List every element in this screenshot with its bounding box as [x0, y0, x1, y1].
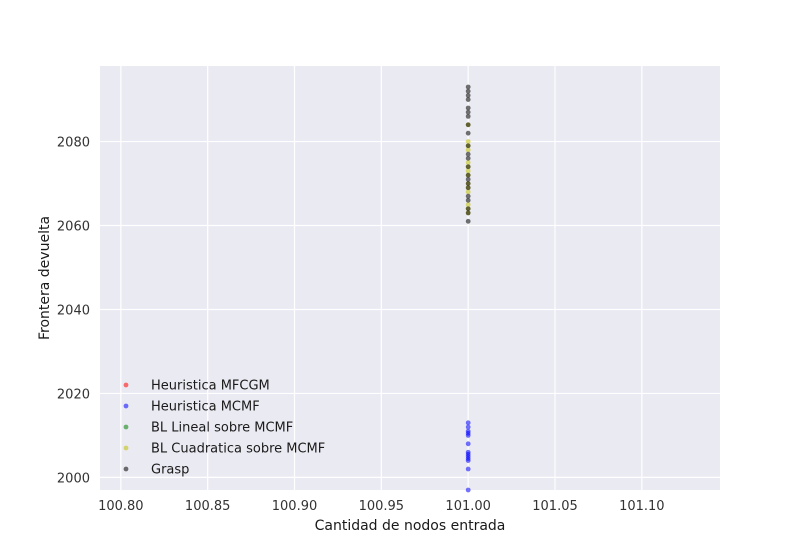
data-point-series-3 [465, 168, 471, 174]
legend-label: Grasp [151, 463, 189, 478]
data-point-series-4 [465, 92, 471, 98]
data-point-series-4 [465, 185, 471, 191]
data-point-series-3 [465, 189, 471, 195]
data-point-series-4 [465, 105, 471, 111]
x-tick-label: 100.95 [359, 499, 405, 514]
x-tick-label: 100.80 [98, 499, 144, 514]
data-point-series-4 [465, 143, 471, 149]
data-point-series-4 [465, 176, 471, 182]
data-point-series-1 [465, 458, 471, 464]
y-tick-label: 2040 [57, 303, 90, 318]
data-point-series-4 [465, 109, 471, 115]
data-point-series-3 [465, 202, 471, 207]
x-tick-labels: 100.80 100.85 100.90 100.95 101.00 101.05 101.… [98, 499, 665, 514]
legend-marker [123, 466, 129, 472]
legend-label: BL Cuadratica sobre MCMF [151, 442, 325, 457]
data-point-series-4 [465, 155, 471, 161]
data-point-series-4 [465, 88, 471, 94]
y-tick-label: 2000 [57, 471, 90, 486]
data-point-series-4 [465, 172, 471, 178]
legend-label: Heuristica MFCGM [151, 379, 270, 394]
data-point-series-3 [465, 139, 471, 144]
data-point-series-4 [465, 218, 471, 224]
points-layer [465, 84, 471, 493]
legend: Heuristica MFCGM Heuristica MCMF BL Lineal… [123, 379, 325, 478]
x-tick-label: 100.90 [272, 499, 318, 514]
data-point-series-4 [465, 122, 471, 128]
data-point-series-1 [465, 487, 471, 493]
legend-marker [123, 424, 129, 430]
legend-marker [123, 382, 129, 388]
y-tick-labels: 2000 2020 2040 2060 2080 [57, 136, 90, 487]
legend-marker [123, 445, 129, 451]
data-point-series-3 [465, 160, 471, 165]
data-point-series-4 [465, 84, 471, 90]
data-point-series-4 [465, 164, 471, 170]
data-point-series-4 [465, 206, 471, 212]
data-point-series-1 [465, 420, 471, 426]
y-tick-label: 2060 [57, 220, 90, 235]
data-point-series-4 [465, 151, 471, 157]
data-point-series-1 [465, 466, 471, 472]
data-point-series-4 [465, 181, 471, 186]
legend-marker [123, 403, 129, 409]
legend-label: BL Lineal sobre MCMF [151, 421, 293, 436]
data-point-series-4 [465, 113, 471, 119]
data-point-series-4 [465, 210, 471, 216]
y-tick-label: 2080 [57, 136, 90, 151]
data-point-series-4 [465, 197, 471, 203]
data-point-series-4 [465, 97, 471, 102]
x-tick-label: 101.00 [445, 499, 491, 514]
data-point-series-1 [465, 424, 471, 430]
data-point-series-3 [465, 147, 471, 153]
x-axis-label: Cantidad de nodos entrada [315, 518, 506, 534]
x-tick-label: 101.10 [619, 499, 665, 514]
legend-label: Heuristica MCMF [151, 400, 260, 415]
data-point-series-4 [465, 193, 471, 199]
y-tick-label: 2020 [57, 387, 90, 402]
y-axis-label: Frontera devuelta [37, 216, 53, 340]
grid-layer [100, 66, 720, 490]
data-point-series-4 [465, 130, 471, 136]
plot-area [100, 66, 720, 490]
x-tick-label: 100.85 [185, 499, 231, 514]
x-tick-label: 101.05 [532, 499, 578, 514]
data-point-series-1 [465, 433, 471, 438]
data-point-series-1 [465, 441, 471, 447]
